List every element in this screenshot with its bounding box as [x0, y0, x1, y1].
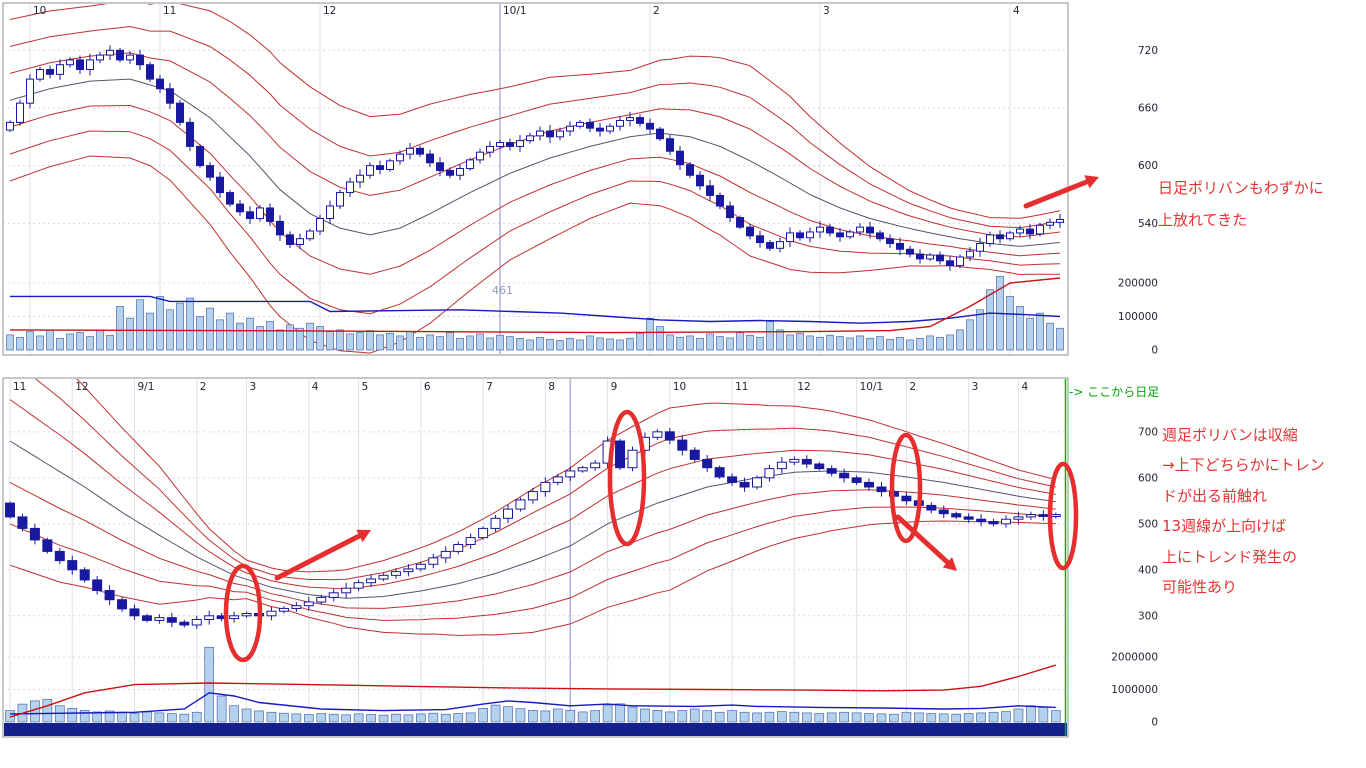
- note-line: 週足ポリバンは収縮: [1162, 426, 1298, 444]
- note-line: 日足ポリバンもわずかに: [1158, 179, 1324, 197]
- weekly-chart-plot: [4, 379, 1067, 736]
- svg-text:4: 4: [1013, 5, 1020, 17]
- svg-text:4: 4: [312, 381, 319, 393]
- svg-text:7: 7: [486, 381, 493, 393]
- svg-text:10: 10: [33, 5, 46, 17]
- svg-text:6: 6: [424, 381, 431, 393]
- svg-text:10/1: 10/1: [860, 381, 884, 393]
- svg-text:10/1: 10/1: [503, 5, 527, 17]
- daily-chart-plot: [4, 4, 1067, 354]
- svg-text:200000: 200000: [1118, 278, 1158, 290]
- svg-text:2: 2: [653, 5, 660, 17]
- svg-text:400: 400: [1138, 564, 1158, 576]
- price-marker-461: 461: [492, 284, 513, 297]
- svg-text:700: 700: [1138, 426, 1158, 438]
- svg-text:11: 11: [735, 381, 748, 393]
- note-line: ドが出る前触れ: [1162, 486, 1268, 505]
- note-line: 上にトレンド発生の: [1162, 547, 1298, 566]
- svg-text:9: 9: [611, 381, 618, 393]
- svg-text:12: 12: [323, 5, 336, 17]
- svg-text:12: 12: [75, 381, 88, 393]
- svg-text:11: 11: [13, 381, 26, 393]
- svg-text:3: 3: [823, 5, 830, 17]
- svg-text:10: 10: [673, 381, 686, 393]
- svg-text:1000000: 1000000: [1111, 684, 1158, 696]
- svg-text:300: 300: [1138, 610, 1158, 622]
- svg-text:3: 3: [972, 381, 979, 393]
- svg-text:8: 8: [548, 381, 555, 393]
- svg-text:4: 4: [1021, 381, 1028, 393]
- svg-text:9/1: 9/1: [138, 381, 155, 393]
- svg-text:720: 720: [1138, 45, 1158, 57]
- svg-text:2000000: 2000000: [1111, 652, 1158, 664]
- svg-text:100000: 100000: [1118, 311, 1158, 323]
- svg-text:3: 3: [250, 381, 257, 393]
- daily-start-label: -> ここから日足: [1069, 385, 1160, 399]
- svg-text:0: 0: [1151, 717, 1158, 729]
- svg-text:540: 540: [1138, 218, 1158, 230]
- svg-text:2: 2: [909, 381, 916, 393]
- svg-text:600: 600: [1138, 472, 1158, 484]
- svg-text:11: 11: [163, 5, 176, 17]
- note-line: 上放れてきた: [1158, 211, 1248, 229]
- note-line: 13週線が上向けば: [1162, 517, 1287, 536]
- note-line: →上下どちらかにトレン: [1162, 456, 1325, 475]
- svg-text:600: 600: [1138, 160, 1158, 172]
- daily-chart-note: 日足ポリバンもわずかに 上放れてきた: [1158, 172, 1324, 236]
- note-line: 可能性あり: [1162, 578, 1238, 597]
- svg-text:5: 5: [362, 381, 369, 393]
- svg-text:660: 660: [1138, 102, 1158, 114]
- svg-text:2: 2: [200, 381, 207, 393]
- svg-text:0: 0: [1151, 345, 1158, 357]
- svg-text:500: 500: [1138, 518, 1158, 530]
- weekly-chart-note: 週足ポリバンは収縮 →上下どちらかにトレン ドが出る前触れ 13週線が上向けば …: [1162, 420, 1325, 602]
- svg-text:12: 12: [797, 381, 810, 393]
